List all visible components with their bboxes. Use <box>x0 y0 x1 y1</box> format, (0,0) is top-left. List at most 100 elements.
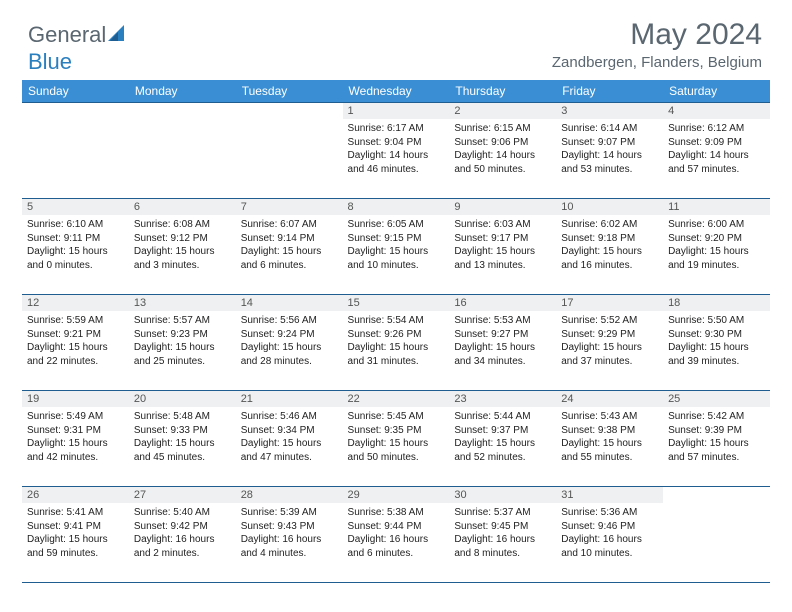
day-header: Sunday <box>22 80 129 103</box>
calendar-cell: 2Sunrise: 6:15 AMSunset: 9:06 PMDaylight… <box>449 103 556 199</box>
day-number: 4 <box>663 103 770 119</box>
day-details: Sunrise: 6:14 AMSunset: 9:07 PMDaylight:… <box>556 119 663 180</box>
calendar-cell: 13Sunrise: 5:57 AMSunset: 9:23 PMDayligh… <box>129 295 236 391</box>
calendar-cell <box>236 103 343 199</box>
day-number: 1 <box>343 103 450 119</box>
calendar-cell: 14Sunrise: 5:56 AMSunset: 9:24 PMDayligh… <box>236 295 343 391</box>
month-title: May 2024 <box>552 18 762 52</box>
day-number: 15 <box>343 295 450 311</box>
day-number: 20 <box>129 391 236 407</box>
day-details: Sunrise: 5:54 AMSunset: 9:26 PMDaylight:… <box>343 311 450 372</box>
day-details: Sunrise: 5:41 AMSunset: 9:41 PMDaylight:… <box>22 503 129 564</box>
day-header: Saturday <box>663 80 770 103</box>
day-details: Sunrise: 5:59 AMSunset: 9:21 PMDaylight:… <box>22 311 129 372</box>
calendar-cell <box>129 103 236 199</box>
calendar-cell: 28Sunrise: 5:39 AMSunset: 9:43 PMDayligh… <box>236 487 343 583</box>
day-details: Sunrise: 5:56 AMSunset: 9:24 PMDaylight:… <box>236 311 343 372</box>
calendar-row: 5Sunrise: 6:10 AMSunset: 9:11 PMDaylight… <box>22 199 770 295</box>
calendar-cell: 16Sunrise: 5:53 AMSunset: 9:27 PMDayligh… <box>449 295 556 391</box>
logo-sail-icon <box>108 23 128 49</box>
day-number: 26 <box>22 487 129 503</box>
calendar-row: 1Sunrise: 6:17 AMSunset: 9:04 PMDaylight… <box>22 103 770 199</box>
day-details: Sunrise: 6:15 AMSunset: 9:06 PMDaylight:… <box>449 119 556 180</box>
day-number: 10 <box>556 199 663 215</box>
day-details: Sunrise: 5:43 AMSunset: 9:38 PMDaylight:… <box>556 407 663 468</box>
calendar-cell: 8Sunrise: 6:05 AMSunset: 9:15 PMDaylight… <box>343 199 450 295</box>
day-number: 3 <box>556 103 663 119</box>
day-number: 7 <box>236 199 343 215</box>
day-details: Sunrise: 5:49 AMSunset: 9:31 PMDaylight:… <box>22 407 129 468</box>
calendar-cell: 9Sunrise: 6:03 AMSunset: 9:17 PMDaylight… <box>449 199 556 295</box>
day-number: 8 <box>343 199 450 215</box>
day-number: 31 <box>556 487 663 503</box>
day-details: Sunrise: 6:07 AMSunset: 9:14 PMDaylight:… <box>236 215 343 276</box>
day-number: 23 <box>449 391 556 407</box>
calendar-cell: 25Sunrise: 5:42 AMSunset: 9:39 PMDayligh… <box>663 391 770 487</box>
day-details: Sunrise: 6:05 AMSunset: 9:15 PMDaylight:… <box>343 215 450 276</box>
day-details: Sunrise: 6:08 AMSunset: 9:12 PMDaylight:… <box>129 215 236 276</box>
day-number: 29 <box>343 487 450 503</box>
calendar-row: 26Sunrise: 5:41 AMSunset: 9:41 PMDayligh… <box>22 487 770 583</box>
brand-logo: General Blue <box>28 22 128 75</box>
day-details: Sunrise: 5:57 AMSunset: 9:23 PMDaylight:… <box>129 311 236 372</box>
day-details: Sunrise: 5:45 AMSunset: 9:35 PMDaylight:… <box>343 407 450 468</box>
day-number: 18 <box>663 295 770 311</box>
day-number: 28 <box>236 487 343 503</box>
day-details: Sunrise: 5:48 AMSunset: 9:33 PMDaylight:… <box>129 407 236 468</box>
day-number: 27 <box>129 487 236 503</box>
calendar-cell: 27Sunrise: 5:40 AMSunset: 9:42 PMDayligh… <box>129 487 236 583</box>
day-details: Sunrise: 5:42 AMSunset: 9:39 PMDaylight:… <box>663 407 770 468</box>
day-details: Sunrise: 5:53 AMSunset: 9:27 PMDaylight:… <box>449 311 556 372</box>
calendar-cell: 6Sunrise: 6:08 AMSunset: 9:12 PMDaylight… <box>129 199 236 295</box>
calendar-cell: 17Sunrise: 5:52 AMSunset: 9:29 PMDayligh… <box>556 295 663 391</box>
calendar-cell: 5Sunrise: 6:10 AMSunset: 9:11 PMDaylight… <box>22 199 129 295</box>
calendar-cell: 12Sunrise: 5:59 AMSunset: 9:21 PMDayligh… <box>22 295 129 391</box>
calendar-cell: 23Sunrise: 5:44 AMSunset: 9:37 PMDayligh… <box>449 391 556 487</box>
calendar-table: SundayMondayTuesdayWednesdayThursdayFrid… <box>22 80 770 583</box>
calendar-cell: 22Sunrise: 5:45 AMSunset: 9:35 PMDayligh… <box>343 391 450 487</box>
calendar-cell: 18Sunrise: 5:50 AMSunset: 9:30 PMDayligh… <box>663 295 770 391</box>
day-number: 22 <box>343 391 450 407</box>
calendar-cell: 1Sunrise: 6:17 AMSunset: 9:04 PMDaylight… <box>343 103 450 199</box>
day-number: 24 <box>556 391 663 407</box>
calendar-cell: 24Sunrise: 5:43 AMSunset: 9:38 PMDayligh… <box>556 391 663 487</box>
calendar-row: 19Sunrise: 5:49 AMSunset: 9:31 PMDayligh… <box>22 391 770 487</box>
day-details: Sunrise: 5:46 AMSunset: 9:34 PMDaylight:… <box>236 407 343 468</box>
calendar-cell: 10Sunrise: 6:02 AMSunset: 9:18 PMDayligh… <box>556 199 663 295</box>
day-number: 30 <box>449 487 556 503</box>
day-number: 14 <box>236 295 343 311</box>
day-details: Sunrise: 6:02 AMSunset: 9:18 PMDaylight:… <box>556 215 663 276</box>
day-details: Sunrise: 5:44 AMSunset: 9:37 PMDaylight:… <box>449 407 556 468</box>
calendar-cell: 3Sunrise: 6:14 AMSunset: 9:07 PMDaylight… <box>556 103 663 199</box>
day-header: Friday <box>556 80 663 103</box>
calendar-cell <box>22 103 129 199</box>
day-details: Sunrise: 5:50 AMSunset: 9:30 PMDaylight:… <box>663 311 770 372</box>
day-number: 12 <box>22 295 129 311</box>
brand-word2: Blue <box>28 49 72 74</box>
day-number: 5 <box>22 199 129 215</box>
location-text: Zandbergen, Flanders, Belgium <box>552 54 762 71</box>
day-number: 19 <box>22 391 129 407</box>
day-details: Sunrise: 6:17 AMSunset: 9:04 PMDaylight:… <box>343 119 450 180</box>
day-header: Thursday <box>449 80 556 103</box>
day-details: Sunrise: 6:00 AMSunset: 9:20 PMDaylight:… <box>663 215 770 276</box>
day-header: Tuesday <box>236 80 343 103</box>
title-block: May 2024 Zandbergen, Flanders, Belgium <box>552 18 762 71</box>
day-number: 21 <box>236 391 343 407</box>
day-number: 2 <box>449 103 556 119</box>
calendar-cell: 19Sunrise: 5:49 AMSunset: 9:31 PMDayligh… <box>22 391 129 487</box>
calendar-cell: 29Sunrise: 5:38 AMSunset: 9:44 PMDayligh… <box>343 487 450 583</box>
calendar-cell: 26Sunrise: 5:41 AMSunset: 9:41 PMDayligh… <box>22 487 129 583</box>
day-number: 17 <box>556 295 663 311</box>
day-details: Sunrise: 5:52 AMSunset: 9:29 PMDaylight:… <box>556 311 663 372</box>
day-number: 11 <box>663 199 770 215</box>
calendar-cell: 21Sunrise: 5:46 AMSunset: 9:34 PMDayligh… <box>236 391 343 487</box>
day-header: Monday <box>129 80 236 103</box>
calendar-cell: 15Sunrise: 5:54 AMSunset: 9:26 PMDayligh… <box>343 295 450 391</box>
day-header: Wednesday <box>343 80 450 103</box>
calendar-cell: 4Sunrise: 6:12 AMSunset: 9:09 PMDaylight… <box>663 103 770 199</box>
calendar-cell <box>663 487 770 583</box>
calendar-cell: 31Sunrise: 5:36 AMSunset: 9:46 PMDayligh… <box>556 487 663 583</box>
day-number: 25 <box>663 391 770 407</box>
day-details: Sunrise: 5:38 AMSunset: 9:44 PMDaylight:… <box>343 503 450 564</box>
